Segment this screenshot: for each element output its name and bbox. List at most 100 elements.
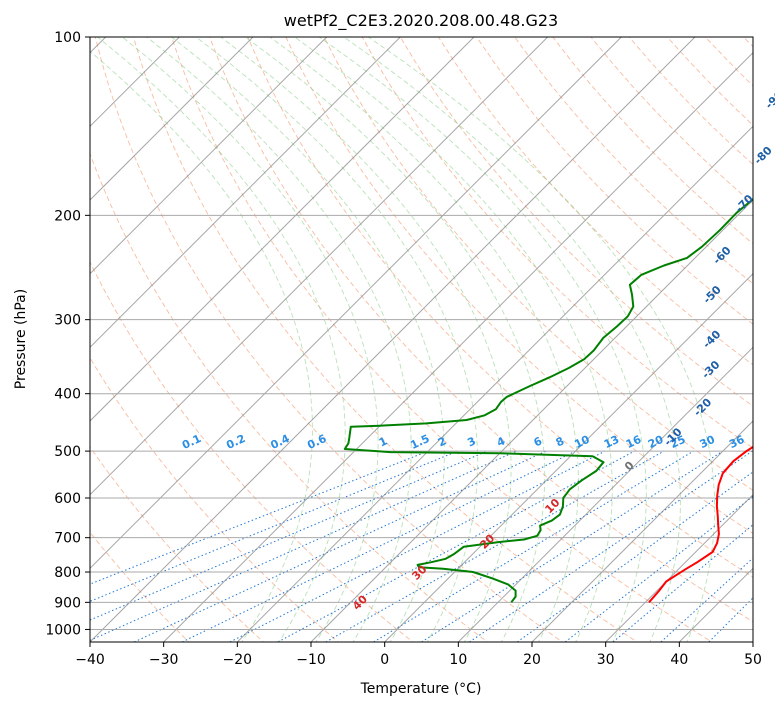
moist-adiabat <box>195 37 479 642</box>
dry-adiabat-label: 40 <box>350 592 370 612</box>
moist-adiabat <box>171 37 445 642</box>
dry-adiabat <box>438 37 753 366</box>
mixing-ratio-label: 13 <box>602 433 621 451</box>
y-axis-title: Pressure (hPa) <box>13 289 29 389</box>
isotherm <box>90 37 622 570</box>
mixing-ratio-label: 0.2 <box>224 432 247 452</box>
temperature-profile <box>648 445 753 603</box>
mixing-ratio-label: 0.6 <box>305 432 328 452</box>
contour-labels: 0.10.20.40.611.52346810131620253036-100-… <box>180 88 775 613</box>
isotherm <box>90 37 401 349</box>
dry-adiabat-label: -50 <box>701 283 724 306</box>
isotherm <box>90 37 328 275</box>
isotherm <box>678 567 753 642</box>
isotherm <box>90 37 254 201</box>
mixing-ratio-label: 1.5 <box>408 432 431 452</box>
y-axis: 100 200 300 400 500 600 700 800 900 1000 <box>45 30 90 638</box>
moist-adiabat <box>294 37 613 642</box>
mixing-ratio-line <box>181 450 576 642</box>
mixing-ratio-line <box>757 451 775 642</box>
dry-adiabat-label: -20 <box>691 396 714 419</box>
moist-adiabat <box>121 37 379 642</box>
dry-adiabat-label: -30 <box>699 358 722 381</box>
x-tick-label: −20 <box>223 652 253 668</box>
y-tick-label: 400 <box>54 387 81 403</box>
y-tick-label: 900 <box>54 595 81 611</box>
dry-adiabat <box>90 356 339 642</box>
mixing-ratio-label: 1 <box>377 434 389 449</box>
mixing-ratio-label: 10 <box>572 433 592 451</box>
mixing-ratio-label: 36 <box>727 433 747 451</box>
dry-adiabat <box>514 37 753 285</box>
mixing-ratio-label: 25 <box>668 433 687 451</box>
isotherm <box>605 493 753 642</box>
y-tick-label: 800 <box>54 565 81 581</box>
x-tick-label: 0 <box>380 652 389 668</box>
x-tick-label: 10 <box>449 652 467 668</box>
mixing-ratio-line <box>229 450 606 642</box>
isotherm <box>163 51 753 642</box>
dry-adiabat <box>132 37 638 642</box>
x-axis: −40 −30 −20 −10 0 10 20 30 40 50 <box>75 642 762 668</box>
mixing-ratio-label: 0.1 <box>180 432 203 452</box>
y-tick-label: 1000 <box>45 622 81 638</box>
dry-adiabat <box>590 37 753 205</box>
x-tick-label: 30 <box>597 652 615 668</box>
background-lines <box>90 37 775 642</box>
isotherm <box>752 641 753 642</box>
dry-adiabat <box>209 37 753 623</box>
mixing-ratio-line <box>325 450 665 642</box>
dry-adiabat <box>552 37 753 245</box>
isotherm <box>310 199 753 642</box>
dry-adiabat-label: -90 <box>763 88 775 111</box>
x-tick-label: −30 <box>149 652 179 668</box>
mixing-ratio-label: 30 <box>698 433 718 451</box>
moist-adiabat <box>318 37 647 642</box>
dry-adiabat-label: -40 <box>700 328 723 351</box>
x-tick-label: −40 <box>75 652 105 668</box>
dry-adiabat <box>399 37 753 407</box>
isotherm <box>90 37 475 422</box>
moist-adiabat <box>97 37 346 642</box>
moist-adiabat <box>368 37 716 642</box>
isotherm <box>384 272 753 642</box>
isotherm <box>531 420 753 642</box>
dry-adiabat-label: 20 <box>477 531 497 551</box>
plot-frame <box>89 36 754 643</box>
dry-adiabat-label: 30 <box>409 563 429 583</box>
mixing-ratio-line <box>90 450 517 641</box>
mixing-ratio-line <box>90 450 458 602</box>
dry-adiabat <box>90 261 414 642</box>
isotherm <box>90 37 696 642</box>
dry-adiabat <box>323 37 753 491</box>
x-tick-label: 50 <box>744 652 762 668</box>
chart-title: wetPf2_C2E3.2020.208.00.48.G23 <box>284 11 558 31</box>
y-tick-label: 300 <box>54 313 81 329</box>
dry-adiabat-label: -80 <box>752 144 775 167</box>
moist-adiabat <box>90 50 313 642</box>
y-tick-label: 700 <box>54 531 81 547</box>
moist-adiabat <box>220 37 512 642</box>
mixing-ratio-line <box>373 450 694 642</box>
mixing-ratio-line <box>90 450 488 621</box>
dry-adiabat <box>476 37 753 325</box>
dry-adiabat <box>90 152 489 642</box>
dry-adiabat <box>285 37 753 535</box>
moist-adiabat <box>269 37 579 642</box>
mixing-ratio-label: 16 <box>624 433 644 451</box>
dry-adiabat <box>90 446 265 642</box>
grid <box>90 37 753 642</box>
moist-adiabat <box>245 37 546 642</box>
dry-adiabat-label: -60 <box>710 244 733 267</box>
dry-adiabat <box>247 37 753 578</box>
isotherm <box>236 125 753 642</box>
mixing-ratio-line <box>421 450 724 642</box>
y-tick-label: 200 <box>54 208 81 224</box>
mixing-ratio-line <box>708 597 753 642</box>
mixing-ratio-line <box>612 524 753 642</box>
mixing-ratio-line <box>660 557 753 642</box>
mixing-ratio-line <box>564 495 753 642</box>
mixing-ratio-line <box>277 450 635 642</box>
mixing-ratio-line <box>469 450 753 642</box>
